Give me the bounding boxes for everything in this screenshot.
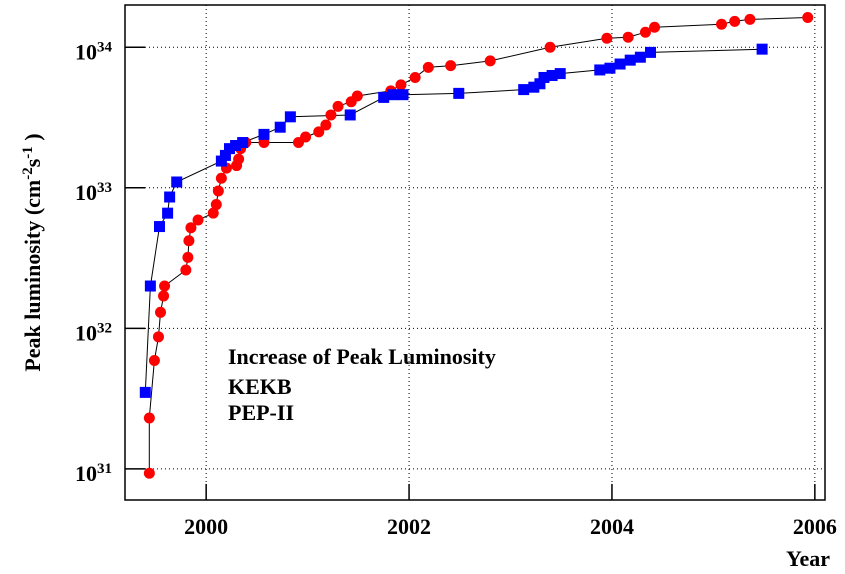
point [207,207,219,219]
point [320,119,332,131]
y-tick-label: 1033 [75,180,112,205]
point [445,60,457,72]
point [484,55,496,67]
point [192,214,204,226]
point [378,91,390,103]
point [143,412,155,424]
x-axis-label: Year [786,546,830,571]
y-axis-label: Peak luminosity (cm-2s-1 ) [20,133,45,371]
legend-label: KEKB [228,374,292,399]
point [284,111,296,123]
point [453,87,465,99]
point [162,207,174,219]
point [534,78,546,90]
point [528,81,540,93]
y-tick-label: 1032 [75,320,112,345]
legend-label: PEP-II [228,400,294,425]
point [325,109,337,121]
point [148,355,160,367]
point [258,128,270,140]
point [395,79,407,91]
point [171,176,183,188]
point [332,100,344,112]
annotation: Increase of Peak Luminosity [228,344,496,369]
point [155,306,167,318]
point [164,191,176,203]
point [634,51,646,63]
point [518,84,530,96]
point [144,280,156,292]
point [215,172,227,184]
point [313,126,325,138]
point [554,68,566,80]
point [649,21,661,33]
x-tick-label: 2000 [184,514,228,539]
x-tick-label: 2002 [387,514,431,539]
point [538,71,550,83]
point [614,58,626,70]
point [139,386,151,398]
point [422,61,434,73]
point [397,89,409,101]
point [601,32,613,44]
point [744,13,756,25]
point [639,26,651,38]
point [152,331,164,343]
point [215,155,227,167]
point [622,31,634,43]
point [729,15,741,27]
point [544,41,556,53]
point [756,43,768,55]
point [409,71,421,83]
point [387,89,399,101]
point [183,235,195,247]
point [185,222,197,234]
point [143,467,155,479]
x-tick-label: 2006 [793,514,837,539]
y-tick-label: 1031 [75,461,112,486]
point [802,11,814,23]
point [624,54,636,66]
point [300,131,312,143]
point [351,90,363,102]
point [645,46,657,58]
point [233,153,245,165]
point [212,185,224,197]
y-tick-label: 1034 [75,39,113,64]
point [716,18,728,30]
point [344,109,356,121]
point [159,280,171,292]
point [237,137,249,149]
point [274,121,286,133]
point [210,199,222,211]
plot-frame [124,4,826,501]
point [182,251,194,263]
point [223,143,235,155]
point [158,290,170,302]
point [180,264,192,276]
point [153,221,165,233]
point [546,69,558,81]
point [594,64,606,76]
point [230,140,242,152]
point [604,62,616,74]
point [219,149,231,161]
x-tick-label: 2004 [590,514,634,539]
series-line [144,48,763,393]
